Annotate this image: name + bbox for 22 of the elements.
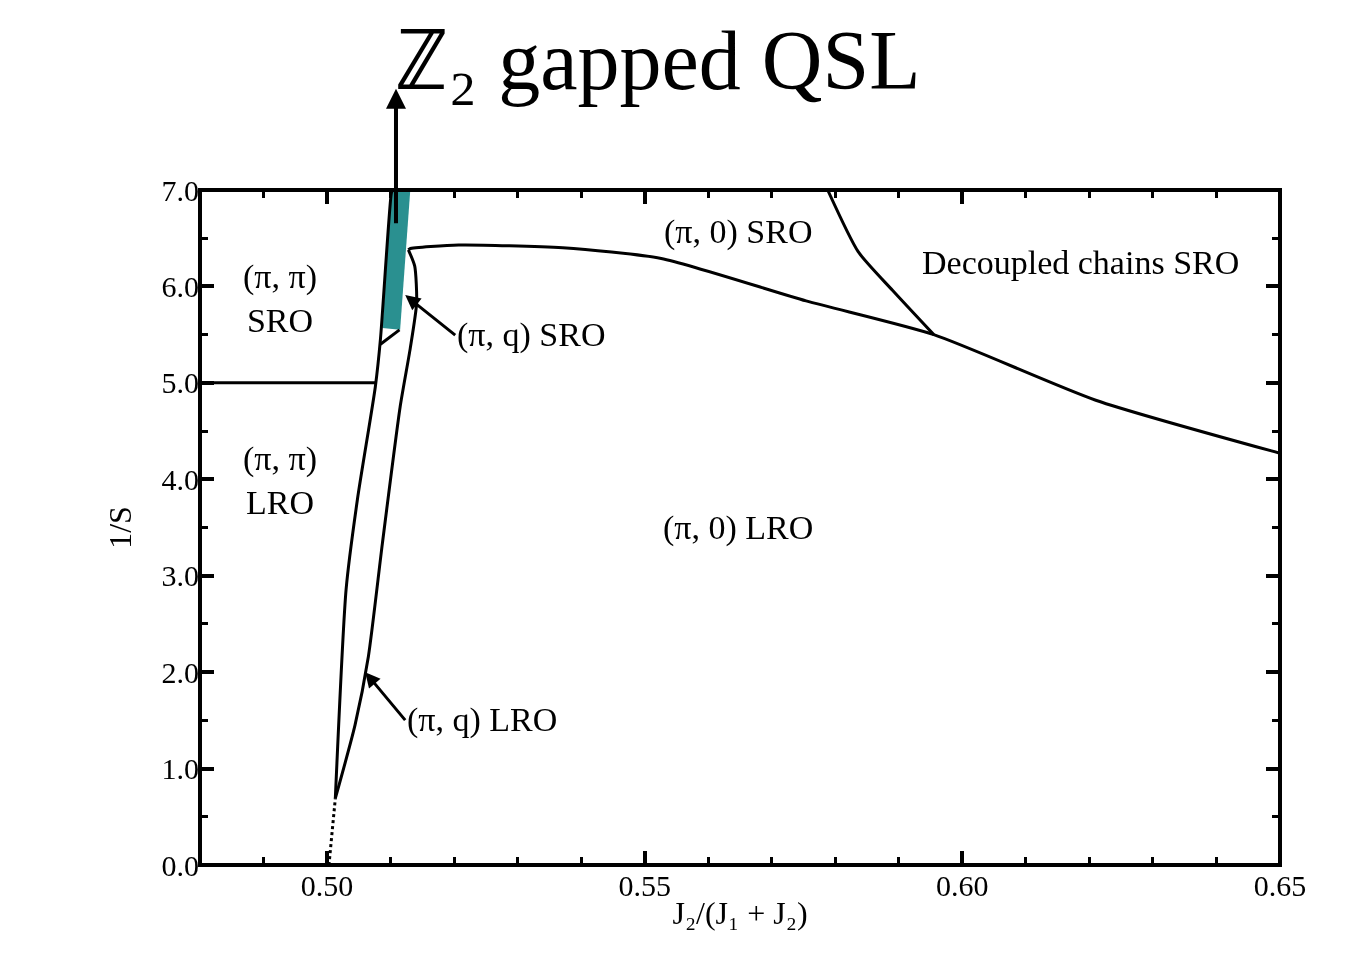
annotation: (π, q) LRO bbox=[407, 701, 558, 739]
annotation: Decoupled chains SRO bbox=[922, 244, 1240, 281]
y-tick-label: 4.0 bbox=[161, 462, 199, 496]
y-tick-label: 0.0 bbox=[161, 848, 199, 882]
x-tick-label: 0.50 bbox=[300, 869, 354, 902]
y-tick-label: 7.0 bbox=[161, 173, 199, 207]
y-tick-label: 2.0 bbox=[161, 655, 199, 689]
annotation: (π, q) SRO bbox=[457, 316, 606, 354]
x-tick-label: 0.65 bbox=[1253, 869, 1307, 902]
y-tick-label: 5.0 bbox=[161, 366, 199, 400]
annotation: (π, π) SRO bbox=[243, 258, 317, 340]
x-tick-label: 0.60 bbox=[936, 869, 989, 902]
y-tick-label: 3.0 bbox=[161, 559, 199, 593]
x-tick-label: 0.55 bbox=[618, 869, 671, 902]
y-axis-title: 1/S bbox=[101, 506, 138, 549]
annotation: (π, π) LRO bbox=[243, 440, 317, 522]
chart-title: ℤ₂ gapped QSL bbox=[395, 14, 921, 107]
annotation: (π, 0) SRO bbox=[664, 213, 813, 251]
y-tick-label: 6.0 bbox=[161, 269, 199, 303]
annotation: (π, 0) LRO bbox=[663, 509, 814, 547]
y-tick-label: 1.0 bbox=[161, 752, 199, 786]
x-axis-title: J₂/(J₁ + J₂) bbox=[672, 894, 808, 931]
